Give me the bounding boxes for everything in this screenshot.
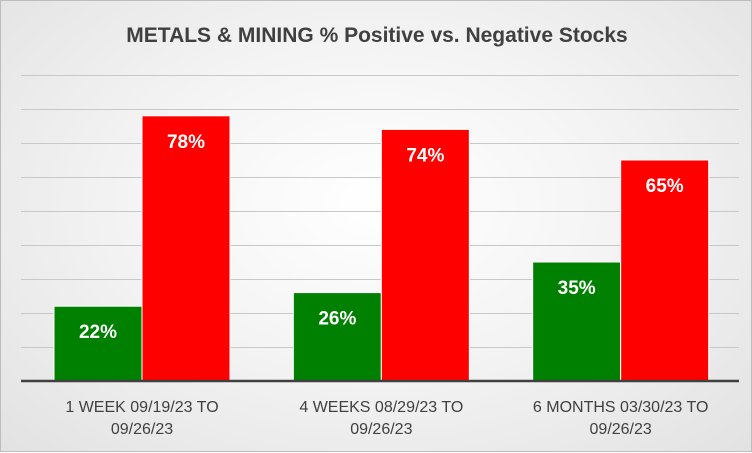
bar-value-label: 78% [167, 132, 205, 153]
bar-value-label: 26% [318, 309, 356, 330]
category-label: 09/26/23 [590, 421, 652, 438]
category-label: 1 WEEK 09/19/23 TO [65, 399, 218, 416]
bars [53, 115, 710, 382]
bar-value-label: 65% [646, 176, 684, 197]
category-axis-labels: 1 WEEK 09/19/23 TO 09/26/23 4 WEEKS 08/29/… [65, 399, 708, 438]
data-labels: 22% 78% 26% 74% 35% 65% [79, 132, 684, 343]
category-label: 09/26/23 [350, 421, 412, 438]
bar-negative [380, 128, 470, 382]
bar-negative [141, 115, 231, 382]
category-label: 6 MONTHS 03/30/23 TO [533, 399, 708, 416]
bar-positive [53, 305, 143, 382]
bar-positive [292, 292, 382, 382]
bar-value-label: 35% [558, 278, 596, 299]
bar-value-label: 74% [406, 145, 444, 166]
category-label: 09/26/23 [111, 421, 173, 438]
bar-value-label: 22% [79, 322, 117, 343]
category-label: 4 WEEKS 08/29/23 TO [299, 399, 463, 416]
chart-title: METALS & MINING % Positive vs. Negative … [126, 24, 627, 47]
